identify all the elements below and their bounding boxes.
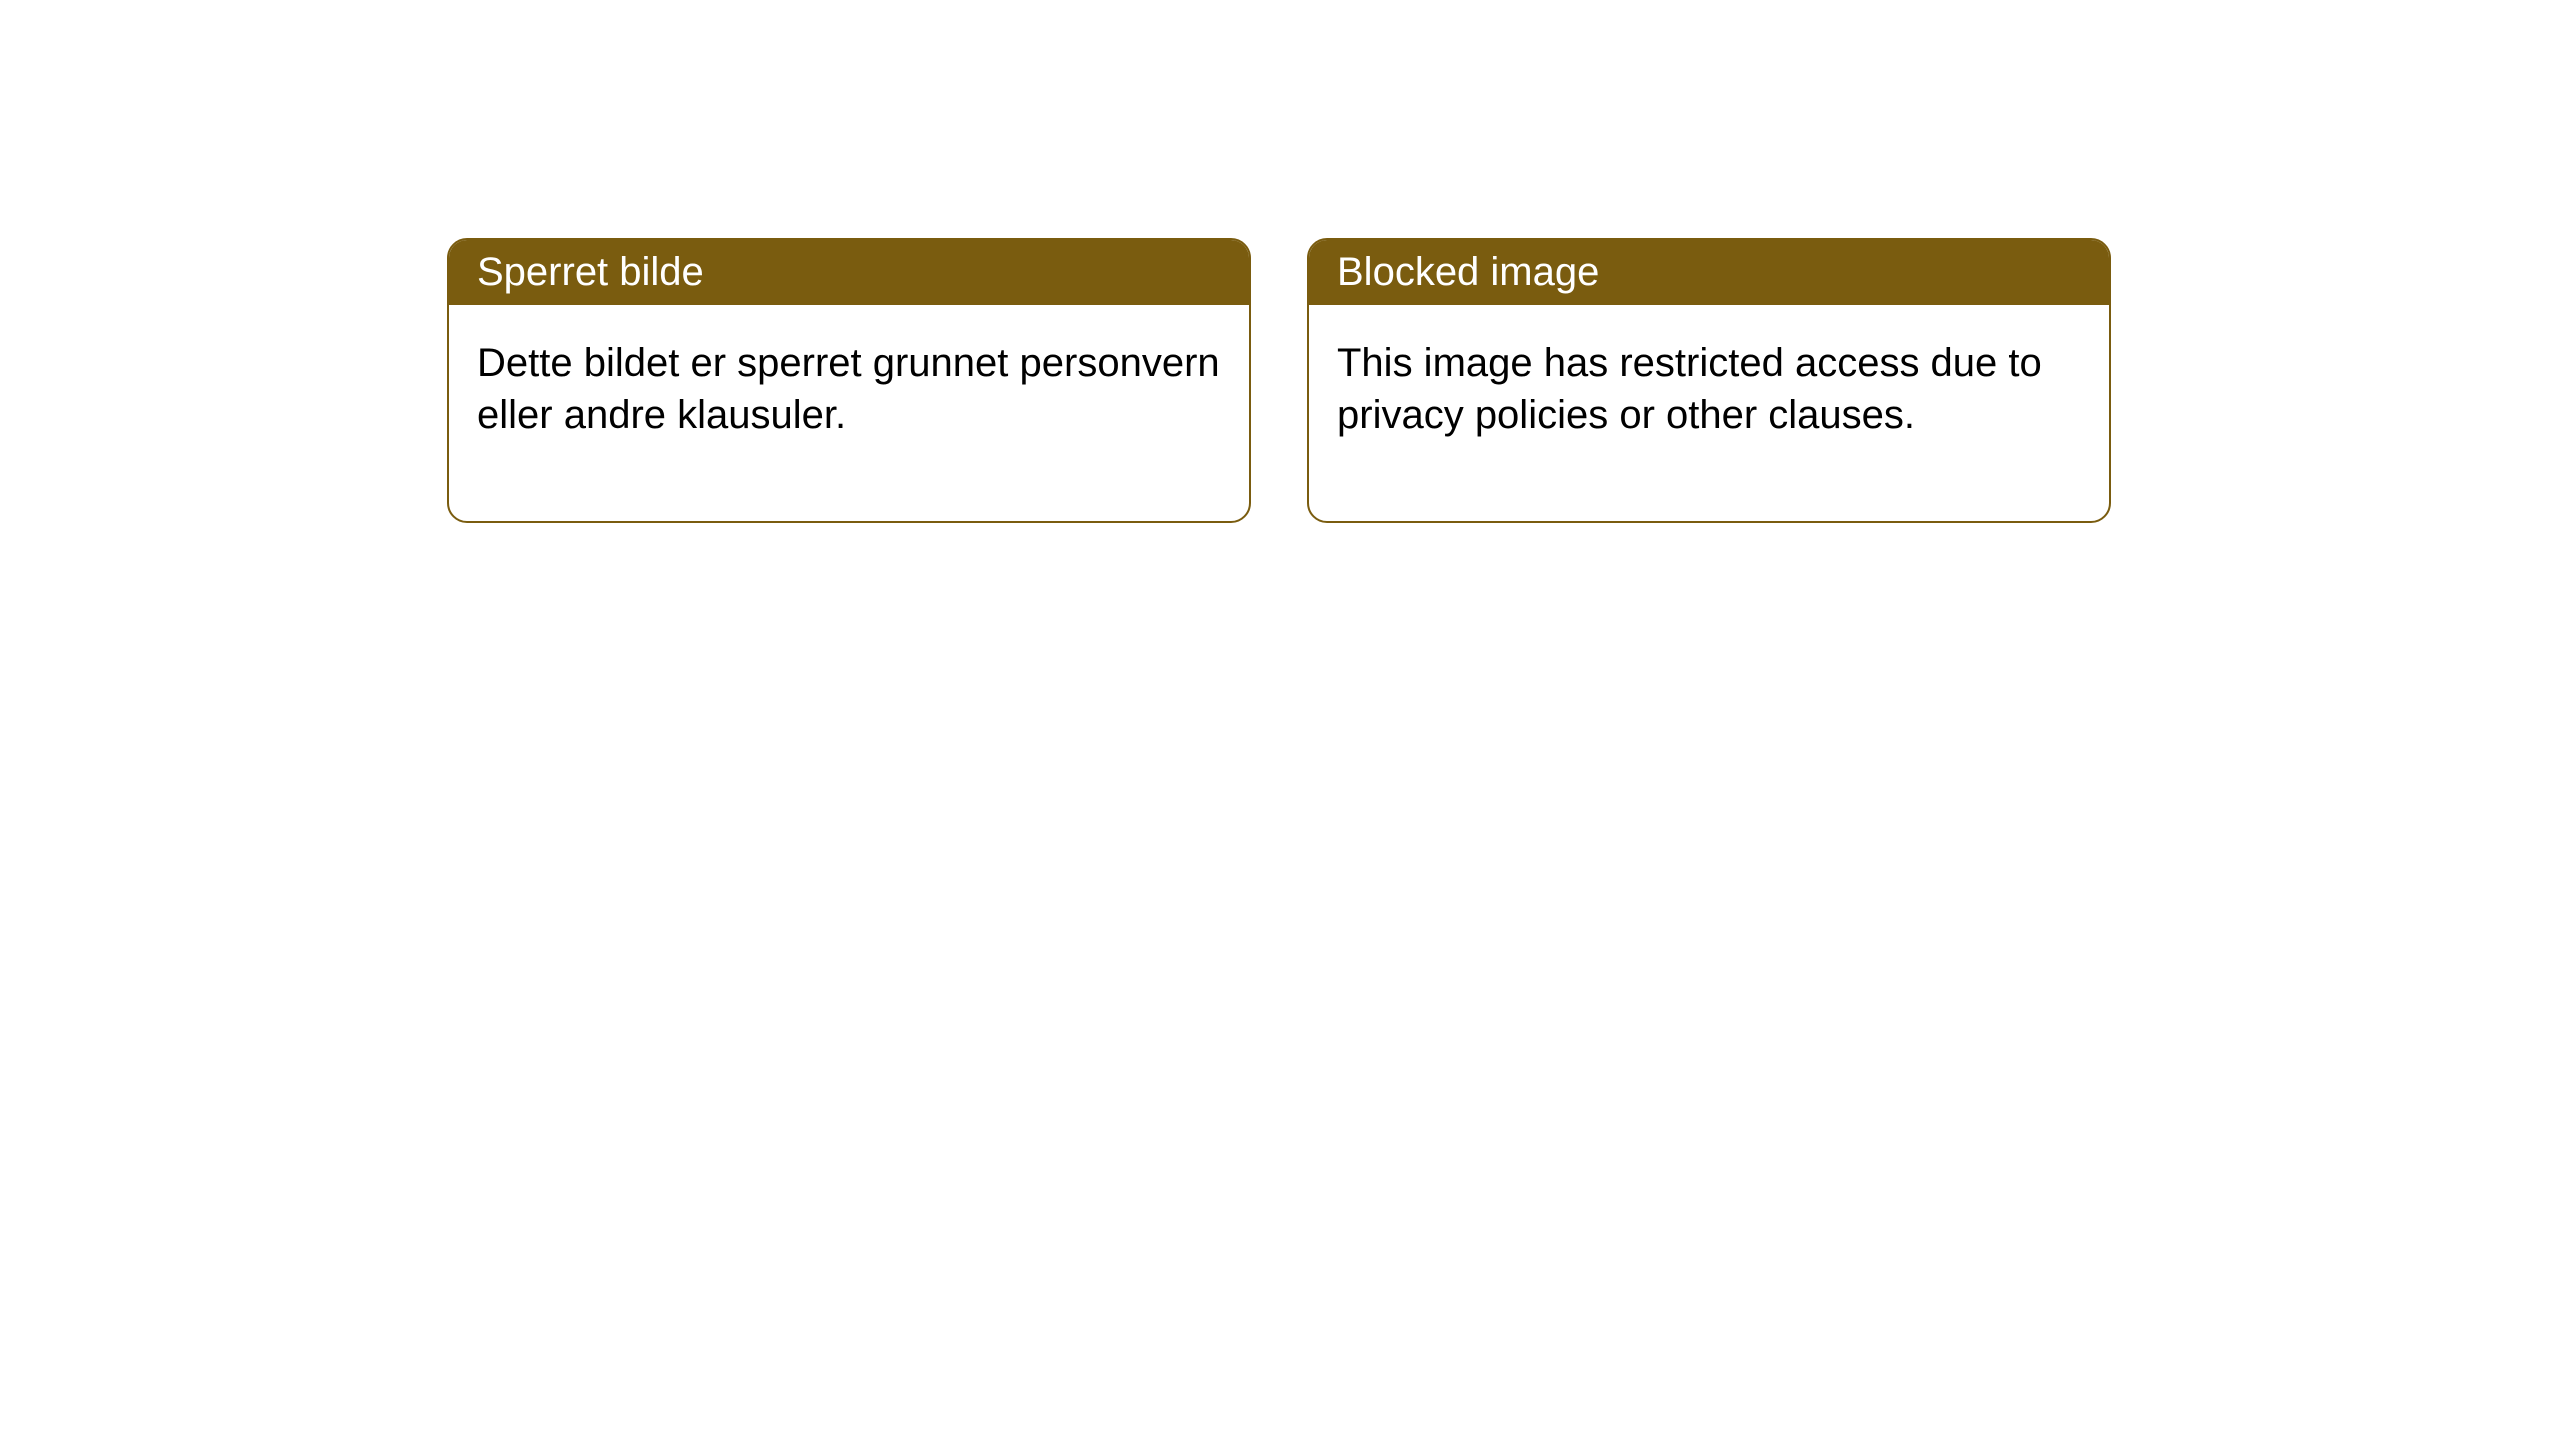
notice-card-english: Blocked image This image has restricted … (1307, 238, 2111, 523)
notice-header-norwegian: Sperret bilde (449, 240, 1249, 305)
notice-card-norwegian: Sperret bilde Dette bildet er sperret gr… (447, 238, 1251, 523)
blocked-image-notices: Sperret bilde Dette bildet er sperret gr… (447, 238, 2111, 523)
notice-body-norwegian: Dette bildet er sperret grunnet personve… (449, 305, 1249, 521)
notice-body-english: This image has restricted access due to … (1309, 305, 2109, 521)
notice-header-english: Blocked image (1309, 240, 2109, 305)
